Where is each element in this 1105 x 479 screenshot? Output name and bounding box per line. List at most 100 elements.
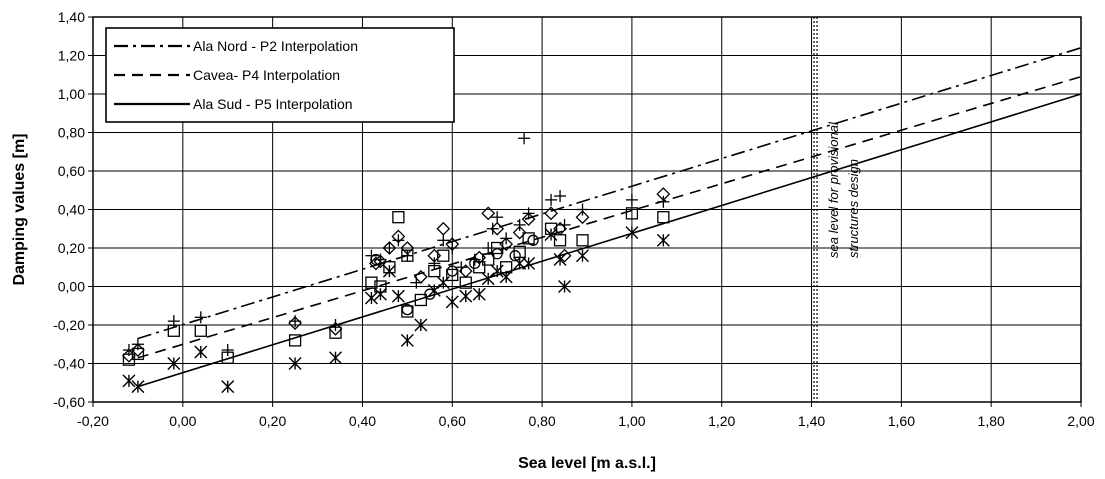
circle-marker <box>491 248 503 260</box>
asterisk-marker <box>558 280 572 293</box>
y-tick-labels: 1,40 1,20 1,00 0,80 0,60 0,40 0,20 0,00 -0,20 -0,… <box>53 9 85 410</box>
plus-marker <box>437 234 450 247</box>
plus-marker <box>329 319 342 331</box>
diamond-marker <box>512 225 527 240</box>
asterisk-marker <box>656 233 670 247</box>
asterisk-marker <box>364 291 378 305</box>
diamond-marker <box>382 241 397 255</box>
asterisk-marker <box>459 289 473 303</box>
legend-box <box>105 27 455 123</box>
circle-marker <box>509 250 521 262</box>
legend-label-1: Ala Nord - P2 Interpolation <box>193 38 358 54</box>
square-marker <box>401 305 414 318</box>
x-tick-label: -0,20 <box>77 413 109 429</box>
y-tick-label: 1,20 <box>58 48 85 64</box>
y-tick-label: 0,20 <box>58 240 85 256</box>
asterisk-marker <box>167 357 181 370</box>
circle-marker <box>401 303 414 316</box>
interpolation-line-1 <box>137 47 1082 340</box>
square-marker <box>522 232 535 245</box>
plus-marker <box>401 249 414 262</box>
y-tick-label: -0,40 <box>53 356 85 372</box>
y-axis-title: Damping values [m] <box>11 133 28 285</box>
x-tick-label: 1,00 <box>618 413 645 429</box>
asterisk-marker <box>391 289 405 303</box>
plus-marker <box>392 234 405 247</box>
provisional-level-line: sea level for provisional structures desi… <box>813 17 861 402</box>
x-tick-label: 0,60 <box>439 413 466 429</box>
asterisk-marker <box>382 264 396 278</box>
y-tick-label: 0,40 <box>58 202 85 218</box>
diamond-marker <box>400 241 415 255</box>
plus-marker <box>491 211 504 224</box>
interpolation-line-2 <box>137 75 1082 359</box>
y-tick-label: 1,00 <box>58 86 85 102</box>
asterisk-marker <box>472 287 486 301</box>
diamond-marker <box>575 210 590 225</box>
asterisk-marker <box>553 253 567 267</box>
plus-marker <box>428 257 441 270</box>
asterisk-marker <box>329 351 343 365</box>
y-tick-label: -0,60 <box>53 394 85 410</box>
plus-marker <box>383 242 396 254</box>
square-marker <box>459 276 472 289</box>
square-marker <box>131 347 145 361</box>
plus-marker <box>221 344 234 357</box>
diamond-marker <box>481 206 496 221</box>
plus-marker <box>625 193 638 206</box>
legend: Ala Nord - P2 Interpolation Cavea- P4 Int… <box>105 27 455 123</box>
y-tick-label: 0,80 <box>58 125 85 141</box>
diamond-marker <box>490 221 505 236</box>
diamond-marker <box>521 212 536 227</box>
plus-marker <box>657 195 670 208</box>
asterisk-marker <box>576 249 590 263</box>
asterisk-marker <box>427 283 441 297</box>
diamond-marker <box>391 229 406 244</box>
diamond-marker <box>413 269 428 284</box>
plus-marker <box>545 193 558 206</box>
asterisk-marker <box>373 287 387 301</box>
square-marker <box>428 264 441 278</box>
provisional-level-label-1: sea level for provisional <box>826 121 841 258</box>
square-marker <box>365 276 378 289</box>
diamond-marker <box>656 187 671 202</box>
interpolation-lines <box>137 47 1082 388</box>
asterisk-marker <box>400 333 414 347</box>
asterisk-marker <box>221 380 235 394</box>
x-tick-label: 0,00 <box>169 413 196 429</box>
diamond-marker <box>436 221 451 236</box>
square-marker <box>482 253 495 266</box>
x-tick-labels: -0,20 0,00 0,20 0,40 0,60 0,80 1,00 1,20 1,40 1,6… <box>77 413 1095 429</box>
plus-marker <box>455 261 468 274</box>
plus-marker <box>554 190 567 203</box>
asterisk-marker <box>490 264 504 278</box>
x-axis-title: Sea level [m a.s.l.] <box>518 455 656 472</box>
plus-marker <box>558 218 571 231</box>
diamond-marker <box>445 237 460 252</box>
plus-marker <box>518 132 531 145</box>
plus-marker <box>576 203 589 216</box>
square-marker <box>437 249 450 262</box>
square-marker <box>221 351 234 364</box>
legend-label-3: Ala Sud - P5 Interpolation <box>193 96 353 112</box>
asterisk-marker <box>122 374 136 388</box>
circle-marker <box>527 234 539 246</box>
asterisk-marker <box>288 357 302 370</box>
legend-label-2: Cavea- P4 Interpolation <box>193 67 340 83</box>
x-tick-label: 0,20 <box>259 413 286 429</box>
plus-marker <box>486 222 499 235</box>
square-marker <box>576 234 589 247</box>
square-marker <box>392 211 405 224</box>
square-marker <box>167 324 180 337</box>
asterisk-marker <box>436 276 450 290</box>
x-tick-label: 1,60 <box>888 413 915 429</box>
asterisk-marker <box>445 295 459 309</box>
y-tick-label: 0,60 <box>58 163 85 179</box>
diamond-marker <box>544 206 558 221</box>
y-tick-label: 1,40 <box>58 9 85 25</box>
asterisk-marker <box>414 318 428 332</box>
asterisk-marker <box>131 380 145 394</box>
asterisk-marker <box>481 272 495 286</box>
plus-marker <box>446 242 459 254</box>
asterisk-marker <box>625 226 639 240</box>
